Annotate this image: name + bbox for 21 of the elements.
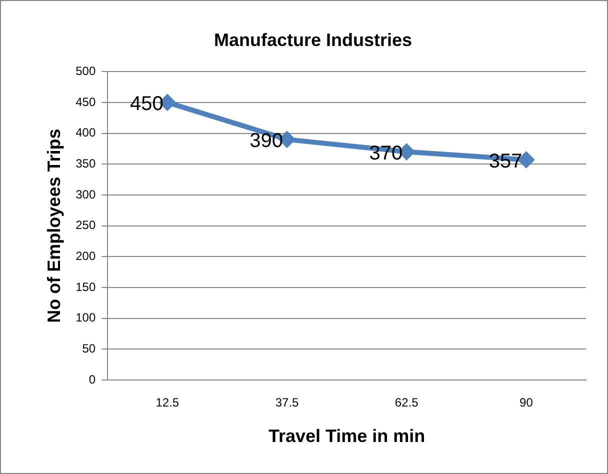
x-tick-label: 12.5 bbox=[156, 396, 180, 410]
y-tick-label: 0 bbox=[88, 372, 96, 386]
y-tick-label: 250 bbox=[76, 218, 96, 232]
chart-title: Manufacture Industries bbox=[214, 30, 412, 50]
x-tick-label: 37.5 bbox=[275, 396, 300, 410]
y-tick-label: 300 bbox=[76, 187, 96, 202]
y-tick-label: 350 bbox=[76, 156, 96, 170]
data-label: 390 bbox=[250, 130, 284, 152]
y-tick-label: 50 bbox=[82, 341, 96, 356]
x-tick-label: 90 bbox=[520, 396, 534, 410]
y-tick-label: 150 bbox=[76, 280, 96, 294]
y-axis-title: No of Employees Trips bbox=[44, 128, 64, 323]
x-axis-title: Travel Time in min bbox=[268, 426, 426, 446]
y-tick-label: 450 bbox=[76, 94, 96, 109]
data-label: 357 bbox=[488, 150, 522, 172]
y-tick-label: 500 bbox=[76, 64, 96, 78]
x-tick-label: 62.5 bbox=[394, 396, 419, 410]
data-label: 450 bbox=[130, 92, 164, 115]
y-tick-label: 200 bbox=[76, 248, 96, 263]
y-tick-label: 100 bbox=[76, 310, 96, 325]
y-tick-label: 400 bbox=[76, 126, 96, 140]
